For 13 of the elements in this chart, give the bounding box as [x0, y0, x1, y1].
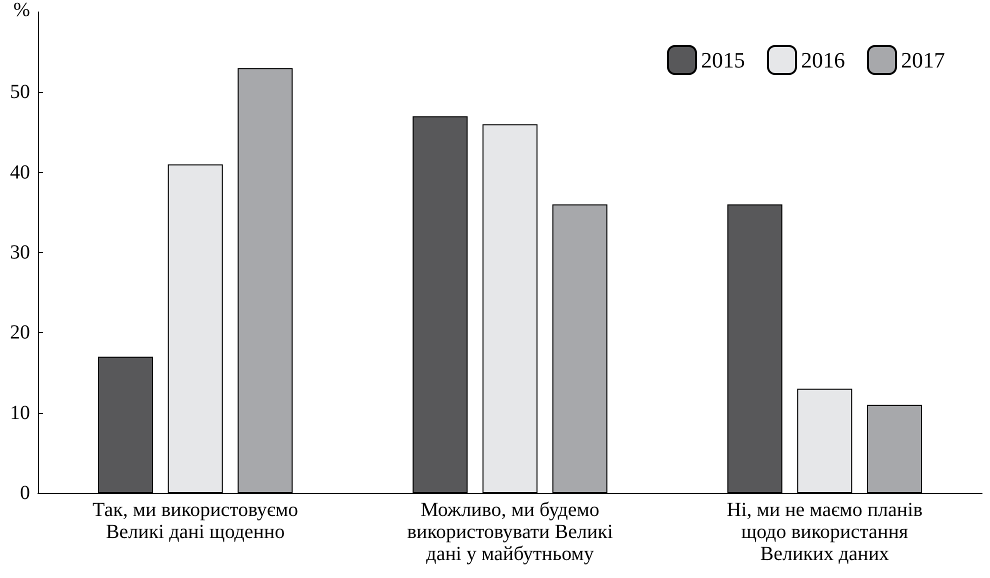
y-tick-label: 30	[10, 242, 30, 264]
x-tick-label: Так, ми використовуємо Великі дані щоденно	[92, 499, 298, 543]
y-axis-title: %	[13, 0, 30, 21]
y-tick-label: 40	[10, 161, 30, 184]
y-tick-label: 10	[10, 402, 30, 424]
legend-label: 2017	[901, 48, 945, 72]
legend-label: 2016	[801, 48, 845, 72]
y-tick-label: 20	[10, 322, 30, 344]
x-tick-label: Ні, ми не маємо планів щодо використання Великих даних	[726, 499, 923, 565]
y-tick-label: 0	[20, 482, 30, 504]
x-tick-label: Можливо, ми будемо використовувати Великі дані у майбутньому	[407, 499, 614, 565]
legend-label: 2015	[701, 48, 745, 72]
y-tick-label: 50	[10, 81, 30, 104]
